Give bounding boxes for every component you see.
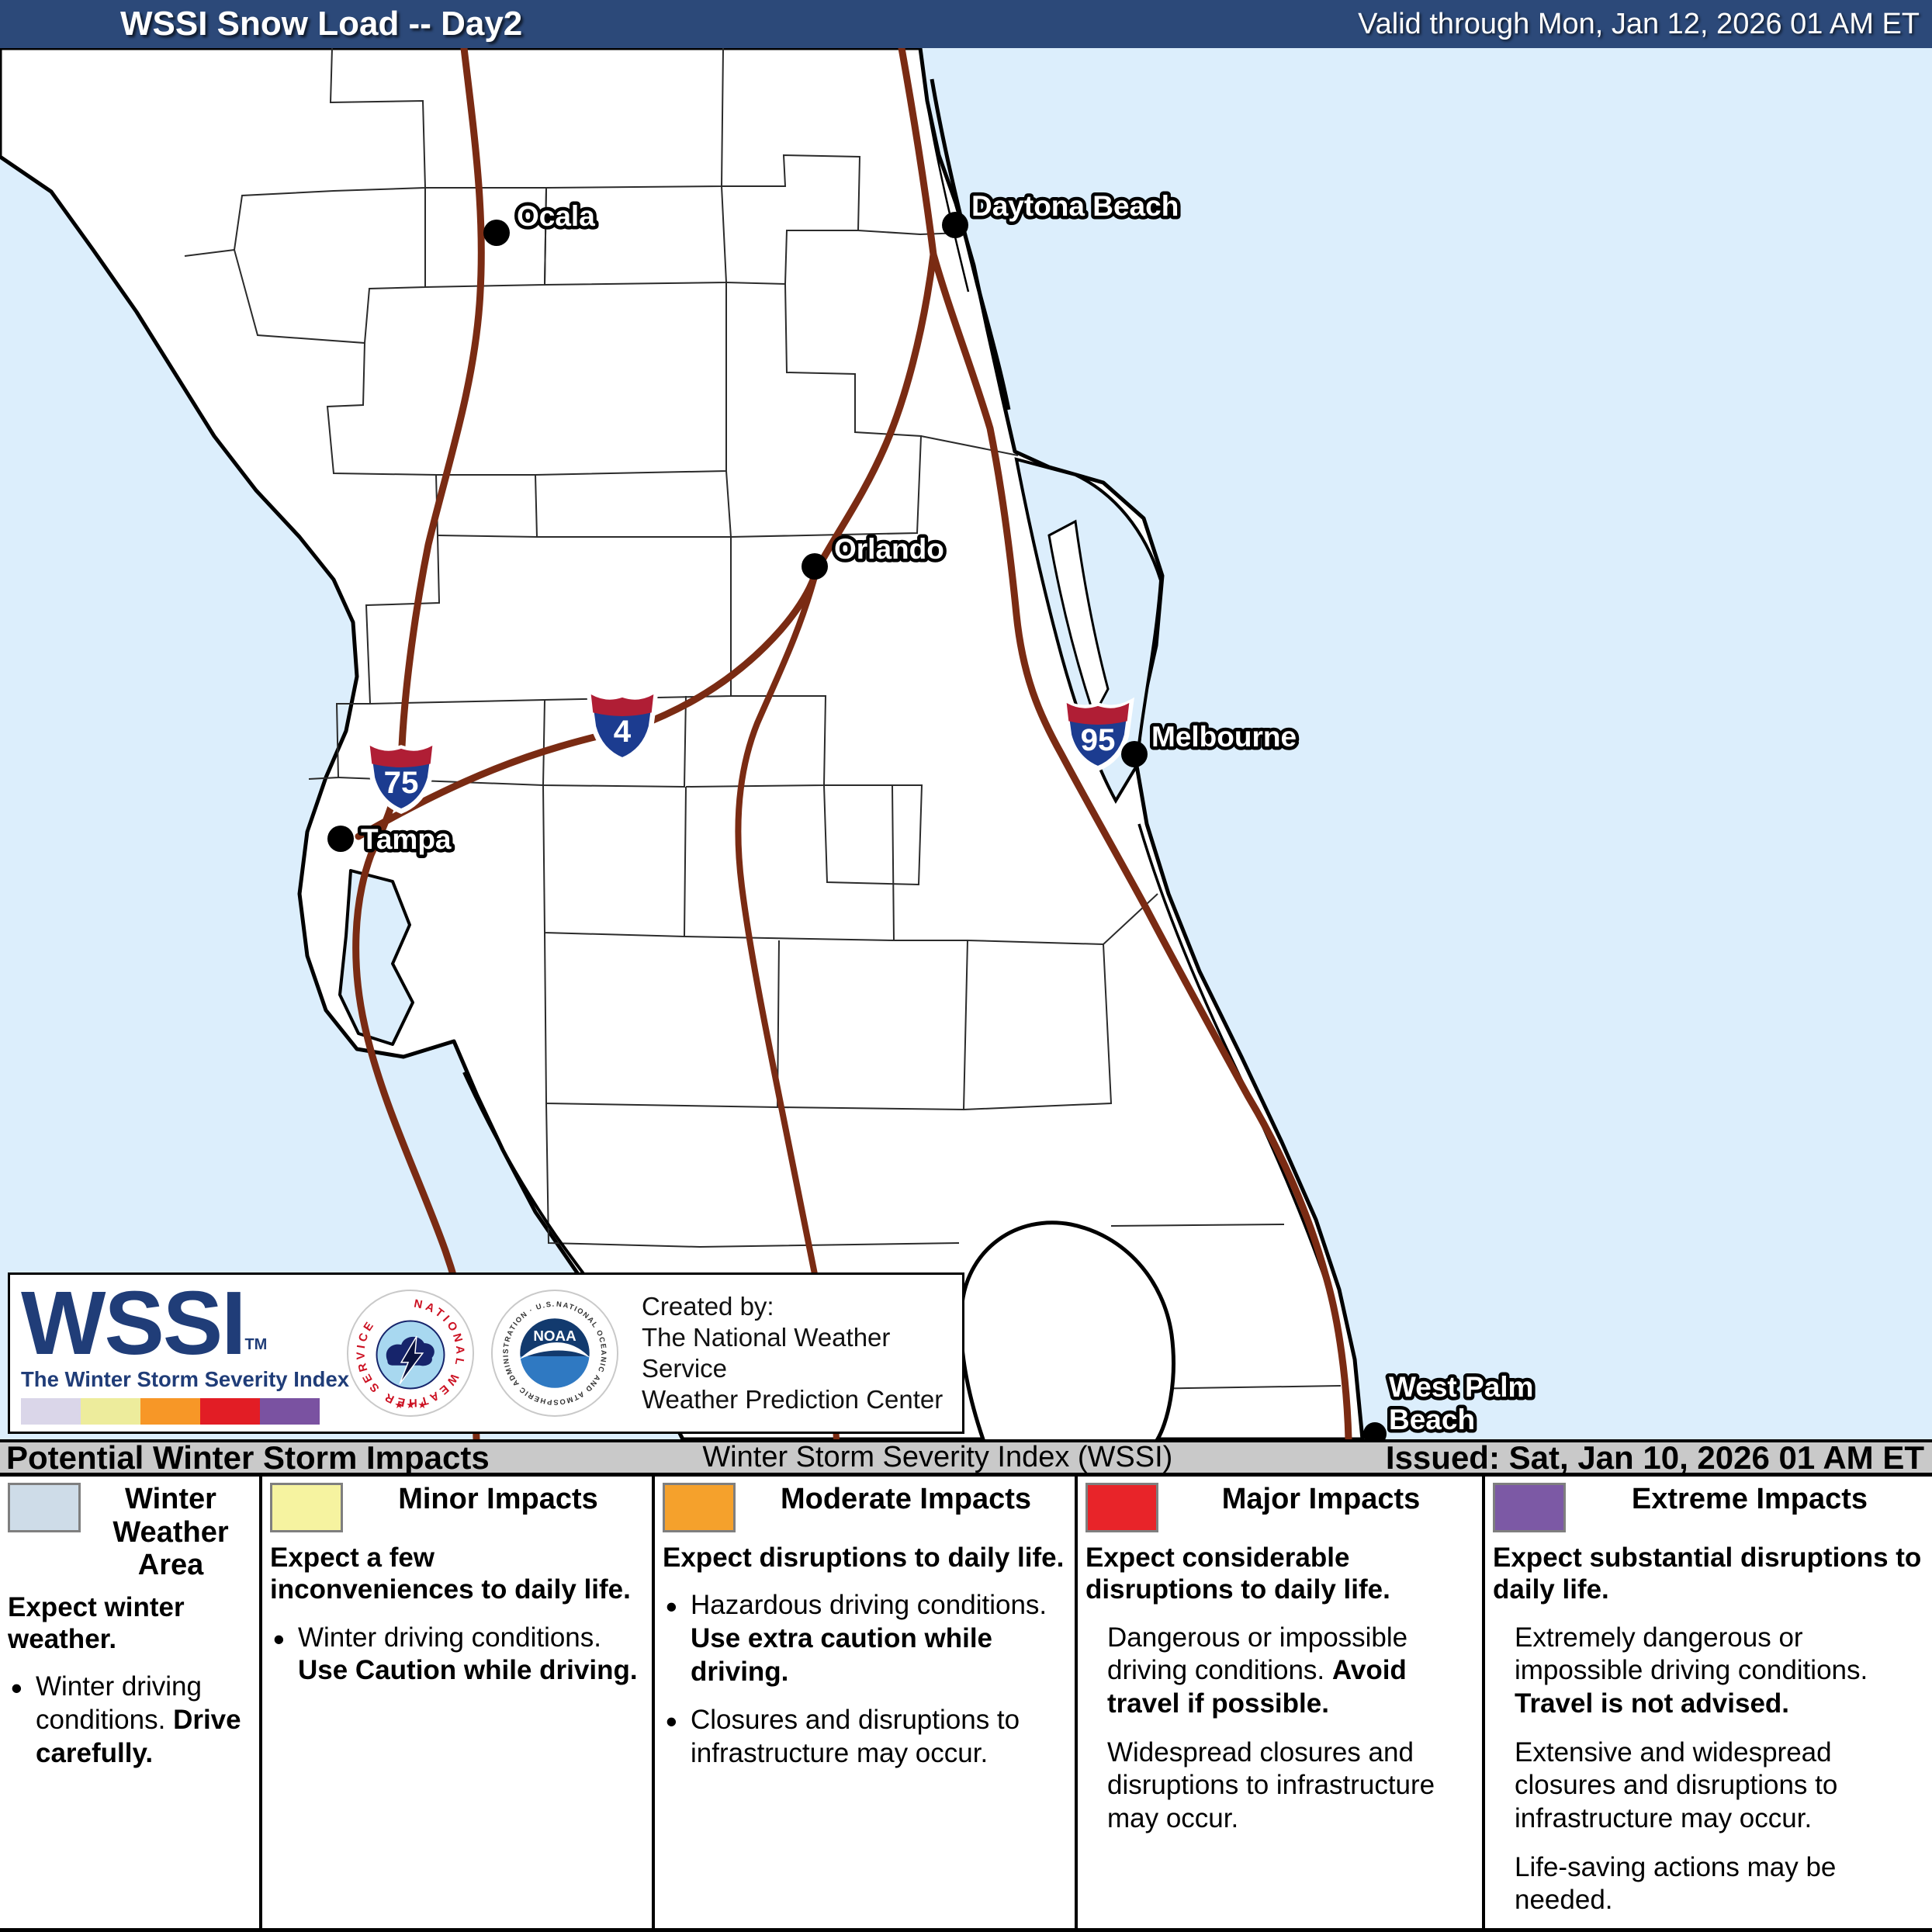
- item-text: Widespread closures and disruptions to i…: [1107, 1736, 1435, 1834]
- legend-item: Widespread closures and disruptions to i…: [1085, 1736, 1474, 1836]
- winter-weather-swatch: [8, 1483, 81, 1532]
- legend-item: Winter driving conditions. Use Caution w…: [270, 1619, 644, 1688]
- legend-column-winter-weather: Winter Weather Area Expect winter weathe…: [0, 1477, 259, 1928]
- item-text: Extremely dangerous or impossible drivin…: [1515, 1622, 1868, 1686]
- legend-intro-winter-weather: Expect winter weather.: [8, 1591, 185, 1654]
- created-by-line: Created by:: [642, 1291, 774, 1321]
- item-bold-text: Use Caution while driving.: [298, 1655, 638, 1686]
- orlando-dot: [802, 553, 828, 580]
- legend-title-minor: Minor Impacts: [398, 1483, 598, 1515]
- melbourne-label: Melbourne: [1151, 721, 1297, 753]
- item-text: Closures and disruptions to infrastructu…: [691, 1705, 1020, 1769]
- minor-impacts-swatch: [270, 1483, 343, 1532]
- legend-item: Hazardous driving conditions. Use extra …: [663, 1587, 1067, 1688]
- melbourne-dot: [1121, 741, 1148, 767]
- legend-item: Closures and disruptions to infrastructu…: [663, 1702, 1067, 1770]
- item-bold-text: Avoid travel if possible.: [1107, 1655, 1407, 1719]
- impacts-title-bar: Potential Winter Storm Impacts Winter St…: [0, 1439, 1932, 1477]
- item-text: Life-saving actions may be needed.: [1515, 1851, 1837, 1916]
- major-impacts-swatch: [1085, 1483, 1158, 1532]
- legend-column-moderate: Moderate Impacts Expect disruptions to d…: [652, 1477, 1075, 1928]
- tampa-label: Tampa: [361, 823, 452, 855]
- legend-item: Life-saving actions may be needed.: [1493, 1851, 1924, 1917]
- legend-intro-extreme: Expect substantial disruptions to daily …: [1493, 1542, 1922, 1605]
- legend-title-major: Major Impacts: [1221, 1483, 1421, 1515]
- strip-extreme: [260, 1398, 320, 1425]
- wssi-subtitle: The Winter Storm Severity Index: [21, 1367, 350, 1392]
- wssi-logo-box: WSSITM The Winter Storm Severity Index N…: [8, 1272, 964, 1434]
- valid-through-label: Valid through Mon, Jan 12, 2026 01 AM ET: [1358, 7, 1920, 40]
- item-text: Winter driving conditions.: [36, 1671, 202, 1735]
- legend-title-extreme: Extreme Impacts: [1631, 1483, 1868, 1515]
- legend-title-moderate: Moderate Impacts: [780, 1483, 1032, 1515]
- svg-text:★ ★ ★: ★ ★ ★: [394, 1399, 427, 1411]
- created-by-block: Created by: The National Weather Service…: [642, 1291, 951, 1416]
- header-bar: WSSI Snow Load -- Day2 Valid through Mon…: [0, 0, 1932, 48]
- shield-i95: 95: [1061, 697, 1134, 772]
- legend-intro-moderate: Expect disruptions to daily life.: [663, 1542, 1065, 1573]
- item-text: Dangerous or impossible driving conditio…: [1107, 1622, 1408, 1686]
- legend-column-minor: Minor Impacts Expect a few inconvenience…: [259, 1477, 652, 1928]
- shield-i75: 75: [365, 739, 438, 815]
- impacts-bar-title: Potential Winter Storm Impacts: [6, 1439, 490, 1476]
- road-i95: [898, 48, 1352, 1439]
- west-palm-beach-label-line2: Beach: [1389, 1404, 1475, 1435]
- ocala-label: Ocala: [517, 200, 595, 232]
- item-text: Extensive and widespread closures and di…: [1515, 1736, 1838, 1834]
- page-title: WSSI Snow Load -- Day2: [120, 5, 523, 43]
- noaa-logo-icon: NATIONAL OCEANIC AND ATMOSPHERIC ADMINIS…: [490, 1289, 619, 1418]
- west-palm-beach-dot: [1363, 1422, 1387, 1439]
- orlando-label: Orlando: [834, 533, 944, 565]
- wssi-wordmark: WSSITM: [21, 1272, 268, 1373]
- shield-75-number: 75: [384, 765, 419, 800]
- florida-map: 75 4 95 Ocala Daytona Beach Orlando: [0, 48, 1932, 1439]
- shield-95-number: 95: [1081, 722, 1116, 757]
- issued-label: Issued: Sat, Jan 10, 2026 01 AM ET: [1385, 1439, 1924, 1476]
- legend-intro-minor: Expect a few inconveniences to daily lif…: [270, 1542, 631, 1605]
- severity-color-strip: [21, 1398, 331, 1425]
- moderate-impacts-swatch: [663, 1483, 736, 1532]
- item-bold-text: Travel is not advised.: [1515, 1688, 1790, 1719]
- wssi-brand: WSSITM The Winter Storm Severity Index: [21, 1272, 350, 1425]
- road-i4: [355, 251, 937, 840]
- daytona-beach-label: Daytona Beach: [971, 190, 1179, 222]
- impacts-bar-subtitle: Winter Storm Severity Index (WSSI): [702, 1441, 1173, 1473]
- shield-4-number: 4: [614, 714, 632, 749]
- noaa-label: NOAA: [533, 1328, 576, 1344]
- legend-item: Winter driving conditions. Drive careful…: [8, 1668, 251, 1770]
- tampa-dot: [327, 826, 354, 852]
- county-borders: [184, 48, 1342, 1390]
- legend-column-major: Major Impacts Expect considerable disrup…: [1075, 1477, 1482, 1928]
- strip-winter: [21, 1398, 81, 1425]
- legend-intro-major: Expect considerable disruptions to daily…: [1085, 1542, 1390, 1605]
- legend-item: Extensive and widespread closures and di…: [1493, 1736, 1924, 1836]
- item-bold-text: Drive carefully.: [36, 1704, 241, 1768]
- lake-okeechobee: [959, 1220, 1175, 1439]
- item-text: Hazardous driving conditions.: [691, 1590, 1047, 1621]
- org-line-2: Weather Prediction Center: [642, 1385, 943, 1414]
- legend-item: Extremely dangerous or impossible drivin…: [1493, 1622, 1924, 1721]
- item-bold-text: Use extra caution while driving.: [691, 1622, 993, 1687]
- city-markers: Ocala Daytona Beach Orlando Tampa Melbou…: [327, 187, 1537, 1439]
- tm-mark: TM: [244, 1335, 268, 1353]
- ocala-dot: [483, 220, 510, 246]
- merritt-island: [1047, 519, 1110, 718]
- daytona-beach-dot: [942, 212, 968, 238]
- legend-title-winter-weather: Winter Weather Area: [113, 1483, 229, 1582]
- strip-minor: [81, 1398, 140, 1425]
- strip-major: [200, 1398, 260, 1425]
- item-text: Winter driving conditions.: [298, 1622, 601, 1653]
- org-line-1: The National Weather Service: [642, 1322, 891, 1383]
- nws-logo-icon: NATIONAL WEATHER SERVICE ★ ★ ★: [346, 1289, 475, 1418]
- legend-item: Dangerous or impossible driving conditio…: [1085, 1622, 1474, 1721]
- extreme-impacts-swatch: [1493, 1483, 1566, 1532]
- shield-i4: 4: [586, 688, 659, 763]
- impacts-legend: Winter Weather Area Expect winter weathe…: [0, 1477, 1932, 1932]
- west-palm-beach-label-line1: West Palm: [1389, 1371, 1533, 1403]
- strip-moderate: [140, 1398, 200, 1425]
- legend-column-extreme: Extreme Impacts Expect substantial disru…: [1482, 1477, 1932, 1928]
